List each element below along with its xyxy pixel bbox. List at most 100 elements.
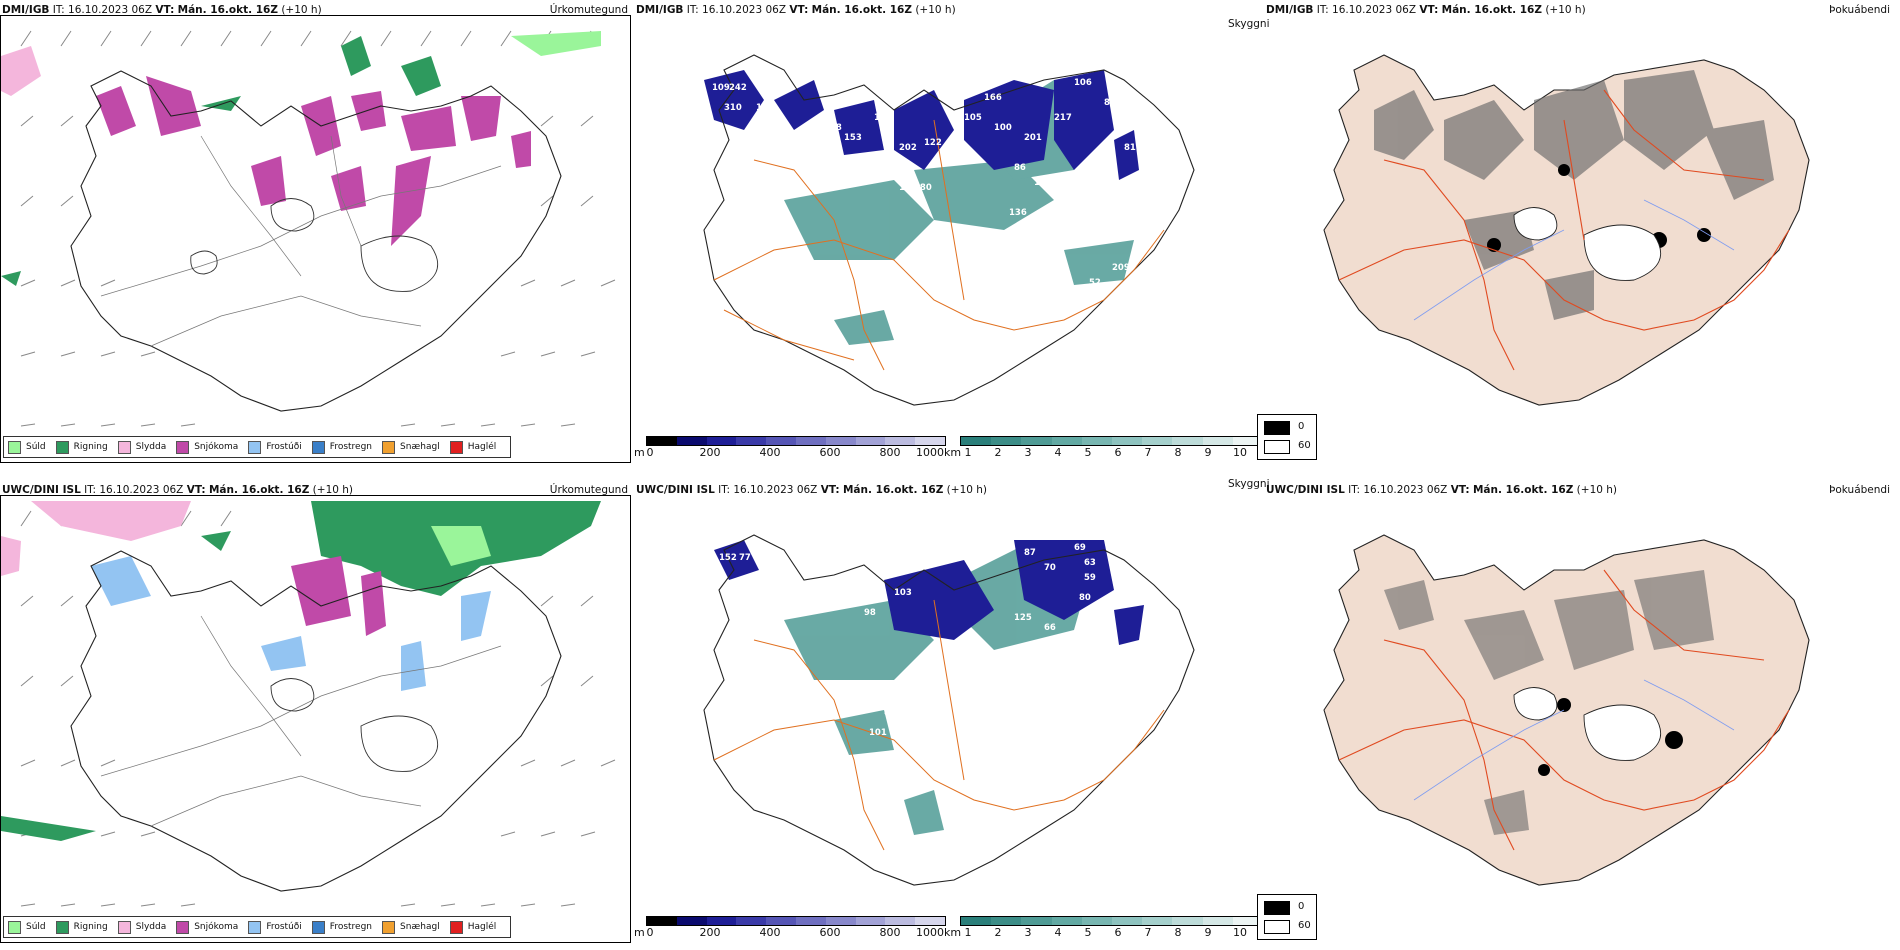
- colorbar-tick: 7: [1144, 926, 1152, 939]
- iceland-outline: [703, 534, 1195, 886]
- fog-shading: [1384, 570, 1714, 835]
- colorbar-swatch: [766, 917, 796, 925]
- value-label: 81: [1124, 143, 1136, 153]
- legend-item: Slydda: [117, 920, 166, 934]
- colorbar-tick: 1: [964, 446, 972, 459]
- legend-item: Frostúði: [248, 920, 302, 934]
- colorbar-unit: m: [634, 446, 645, 459]
- fog-swatch-light: [1264, 920, 1290, 934]
- fog-map: [1323, 54, 1810, 406]
- colorbar-swatch: [991, 437, 1022, 445]
- value-label: 125: [1014, 613, 1032, 623]
- glaciers: [1513, 687, 1662, 761]
- colorbar-tick: 4: [1054, 446, 1062, 459]
- panel-title: Þokuábendi: [1829, 4, 1890, 16]
- legend-item: Haglél: [449, 920, 496, 934]
- colorbar-swatch: [1051, 437, 1082, 445]
- value-label: 83: [1104, 98, 1116, 108]
- fog-map: [1323, 534, 1810, 886]
- value-label: 102: [874, 113, 892, 123]
- colorbar-swatch: [736, 917, 767, 925]
- colorbar-swatch: [915, 437, 945, 445]
- colorbar-unit: km: [944, 926, 962, 939]
- colorbar-swatch: [885, 917, 916, 925]
- colorbar-swatch: [1021, 437, 1052, 445]
- cloud-map: 152 77 87 69 70 63 59 56 80 49 64 103 98…: [703, 534, 1195, 886]
- colorbar-swatches: [960, 436, 1264, 446]
- colorbar-swatch: [825, 437, 856, 445]
- colorbar-tick: 400: [759, 926, 781, 939]
- colorbar-tick: 0: [646, 446, 654, 459]
- panel-header: DMI/IGB IT: 16.10.2023 06Z VT: Mán. 16.o…: [1266, 4, 1586, 16]
- cloud-base-colorbar: m 0 200 400 600 800 1000: [634, 436, 946, 464]
- roads: [1338, 569, 1790, 851]
- visibility-title: Skyggni: [1228, 18, 1270, 30]
- colorbar-swatch: [1112, 917, 1143, 925]
- colorbar-swatch: [1142, 437, 1173, 445]
- colorbar-swatch: [1232, 917, 1264, 925]
- value-label: 610: [1004, 748, 1022, 758]
- fog-swatch-dark: [1264, 421, 1290, 435]
- legend-swatch: [55, 440, 69, 454]
- cloud-panel-top: DMI/IGB IT: 16.10.2023 06Z VT: Mán. 16.o…: [634, 0, 1270, 470]
- colorbar-tick: 600: [819, 446, 841, 459]
- rivers: [1413, 679, 1735, 801]
- cloud-base-values: 152 77 87 69 70 63 59 56 80 49 64 103 98…: [719, 543, 1176, 768]
- colorbar-swatches: [646, 436, 946, 446]
- value-label: 153: [844, 133, 862, 143]
- legend-swatch: [176, 440, 190, 454]
- value-label: 69: [1074, 543, 1086, 553]
- cloud-base-colorbar: m 0 200 400 600 800 1000: [634, 916, 946, 944]
- value-label: 217: [1054, 113, 1072, 123]
- visibility-title: Skyggni: [1228, 478, 1270, 490]
- legend-item: Súld: [8, 920, 46, 934]
- value-label: 64: [1164, 608, 1176, 618]
- colorbar-swatch: [915, 917, 945, 925]
- precip-panel-top: DMI/IGB IT: 16.10.2023 06Z VT: Mán. 16.o…: [0, 0, 634, 470]
- cloud-panel-bottom: UWC/DINI ISL IT: 16.10.2023 06Z VT: Mán.…: [634, 478, 1270, 950]
- value-label: 201: [1024, 133, 1042, 143]
- panel-title: Úrkomutegund: [549, 4, 628, 16]
- precip-legend: Súld Rigning Slydda Snjókoma Frostúði Fr…: [3, 436, 512, 458]
- value-label: 19: [756, 103, 768, 113]
- legend-swatch: [117, 920, 131, 934]
- roads: [713, 599, 1165, 851]
- fog-dark-spots: [1538, 698, 1683, 776]
- value-label: 268: [994, 233, 1012, 243]
- value-label: 109: [712, 83, 730, 93]
- colorbar-tick: 7: [1144, 446, 1152, 459]
- visibility-colorbar: km 1 2 3 4 5 6 7 8 9 10: [944, 916, 1264, 944]
- colorbar-swatch: [961, 917, 992, 925]
- value-label: 136: [1009, 208, 1027, 218]
- colorbar-tick: 8: [1174, 446, 1182, 459]
- value-label: 209: [1112, 263, 1130, 273]
- panel-title: Úrkomutegund: [549, 484, 628, 496]
- legend-swatch: [311, 440, 325, 454]
- colorbar-swatch: [855, 917, 886, 925]
- legend-swatch: [8, 920, 21, 934]
- colorbar-swatch: [885, 437, 916, 445]
- colorbar-swatch: [706, 437, 737, 445]
- panel-header: DMI/IGB IT: 16.10.2023 06Z VT: Mán. 16.o…: [2, 4, 322, 16]
- colorbar-swatch: [1202, 437, 1233, 445]
- colorbar-tick: 3: [1024, 926, 1032, 939]
- value-label: 66: [1044, 623, 1056, 633]
- value-label: 10: [1024, 698, 1036, 708]
- wind-barbs: [20, 30, 616, 427]
- colorbar-tick: 2: [994, 446, 1002, 459]
- colorbar-tick: 2: [994, 926, 1002, 939]
- legend-item: Snjókoma: [176, 440, 238, 454]
- value-label: 86: [884, 708, 896, 718]
- colorbar-tick: 3: [1024, 446, 1032, 459]
- value-label: 68: [1044, 658, 1056, 668]
- roads: [1338, 89, 1790, 371]
- precip-map: [1, 501, 616, 907]
- cloud-base-values: 109 242 310 19 108 153 102 166 106 105 8…: [712, 78, 1136, 288]
- legend-item: Frostregn: [311, 440, 372, 454]
- colorbar-swatch: [1112, 437, 1143, 445]
- panel-header: DMI/IGB IT: 16.10.2023 06Z VT: Mán. 16.o…: [636, 4, 956, 16]
- colorbar-swatch: [676, 437, 707, 445]
- colorbar-swatch: [1172, 917, 1203, 925]
- fog-legend: 0 60: [1257, 894, 1317, 940]
- legend-swatch: [449, 920, 463, 934]
